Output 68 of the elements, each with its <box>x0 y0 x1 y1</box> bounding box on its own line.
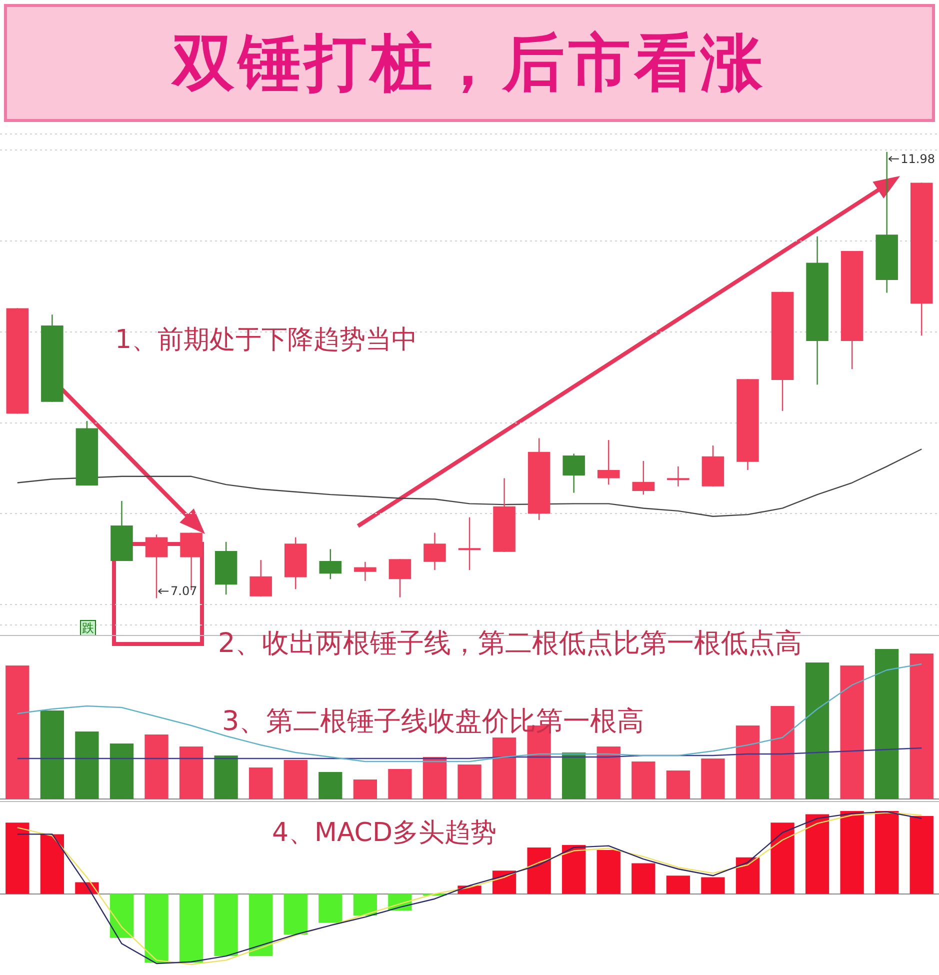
bar <box>144 894 168 963</box>
candlestick <box>667 466 690 487</box>
candlestick <box>388 558 412 598</box>
bar <box>736 726 760 799</box>
bar <box>910 816 934 894</box>
bar <box>318 772 342 799</box>
bar <box>770 706 794 799</box>
bar <box>422 757 447 799</box>
bar <box>805 662 830 799</box>
bar <box>875 810 899 894</box>
bar <box>284 760 308 799</box>
bar <box>840 666 864 799</box>
annotation: 11.98 <box>900 152 936 166</box>
candlestick <box>354 561 376 582</box>
bar <box>701 758 725 799</box>
bar <box>527 847 551 894</box>
bar <box>249 894 273 956</box>
candlestick <box>562 453 585 494</box>
bar <box>284 894 308 935</box>
bar <box>596 850 620 894</box>
chart-title: 双锤打桩，后市看涨 <box>4 4 935 122</box>
bar <box>179 894 204 963</box>
candlestick <box>458 516 481 571</box>
candlestick <box>250 559 272 597</box>
bar <box>144 734 168 799</box>
bar <box>249 768 273 799</box>
candlestick <box>597 439 620 486</box>
bar <box>736 857 760 894</box>
candlestick <box>424 532 446 571</box>
bar <box>6 822 30 894</box>
bar <box>770 822 794 894</box>
bar <box>492 870 516 894</box>
bar <box>110 894 134 938</box>
bar <box>492 738 516 799</box>
bar <box>353 894 377 916</box>
bar <box>666 770 690 799</box>
bar <box>40 834 64 894</box>
annotation: 1、前期处于下降趋势当中 <box>115 325 418 356</box>
bar <box>6 666 30 799</box>
bar <box>458 764 482 799</box>
bar <box>353 780 377 799</box>
bar <box>179 746 204 799</box>
bar <box>318 894 342 923</box>
bar <box>805 814 830 894</box>
bar <box>875 649 899 799</box>
bar <box>110 744 134 799</box>
bar <box>562 752 586 799</box>
bar <box>596 746 620 799</box>
bar <box>388 769 412 799</box>
bar <box>666 876 690 894</box>
annotation: 2、收出两根锤子线，第二根低点比第一根低点高 <box>218 628 802 660</box>
bar <box>910 654 934 799</box>
candlestick <box>632 460 655 496</box>
candlestick <box>319 548 342 580</box>
bar <box>701 877 725 894</box>
text: 跌 <box>80 620 96 636</box>
candlestick <box>145 534 168 599</box>
bar <box>40 710 64 799</box>
bar <box>75 732 99 799</box>
annotation: 4、MACD多头趋势 <box>272 818 496 850</box>
annotation: 3、第二根锤子线收盘价比第一根高 <box>222 706 644 738</box>
bar <box>632 863 656 894</box>
bar <box>562 844 586 894</box>
annotation: 7.07 <box>170 584 198 598</box>
bar <box>840 810 864 894</box>
bar <box>214 894 238 956</box>
bar <box>214 756 238 799</box>
bar <box>632 762 656 799</box>
